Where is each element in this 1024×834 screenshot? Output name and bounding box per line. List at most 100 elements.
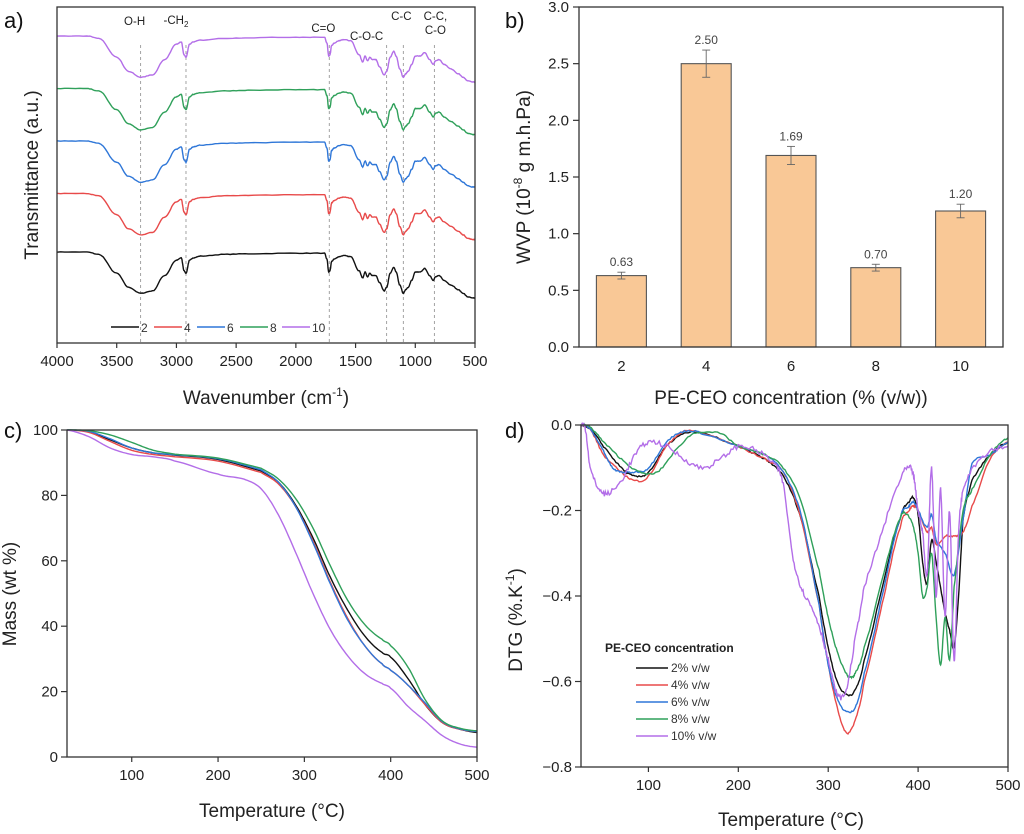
x-axis-title: Wavenumber (cm-1) <box>183 385 349 409</box>
x-tick-label: 400 <box>906 777 931 794</box>
x-tick-label: 500 <box>462 353 487 370</box>
reference-lines: O-H -CH2 C=O C-O-C C-C C-C, C-O <box>124 11 447 343</box>
peak-annotation-line2: C-O <box>425 25 446 37</box>
x-axis-ticks: 100 200 300 400 500 <box>119 757 490 784</box>
ftir-legend: 2 4 6 8 10 <box>111 321 326 335</box>
tga-line-2 <box>66 429 478 734</box>
y-tick-label: 0 <box>50 749 58 766</box>
bar-value-label: 1.20 <box>949 187 973 201</box>
y-tick-label: 0.5 <box>548 282 569 299</box>
peak-annotation: -CH2 <box>164 15 189 29</box>
annotation-text: C-O-C <box>350 31 383 43</box>
tga-line-4 <box>66 429 478 733</box>
x-tick-label: 400 <box>378 767 403 784</box>
tga-line-10 <box>66 429 478 748</box>
plot-frame <box>66 429 478 758</box>
x-axis-title: Temperature (°C) <box>199 801 345 822</box>
y-tick-label: 2.0 <box>548 112 569 129</box>
x-tick-label: 300 <box>816 777 841 794</box>
bar-4 <box>680 63 732 348</box>
plot-frame <box>56 6 476 344</box>
annotation-text: C=O <box>311 23 335 35</box>
legend-label: 2% v/w <box>671 661 710 675</box>
peak-annotation: C=O <box>311 23 335 35</box>
x-tick-label: 4 <box>702 358 710 375</box>
bar-value-label: 0.63 <box>610 255 634 269</box>
annotation-text: -CH <box>164 15 184 27</box>
y-axis-title: Transmittance (a.u.) <box>22 90 43 259</box>
ftir-line-6 <box>56 140 476 189</box>
legend-label: 10 <box>312 321 326 335</box>
x-tick-label: 200 <box>206 767 231 784</box>
y-tick-label: 3.0 <box>548 0 569 16</box>
y-tick-label: −0.4 <box>542 588 572 605</box>
ftir-line-8 <box>56 87 476 136</box>
dtg-series <box>580 421 1009 735</box>
bar-8 <box>850 267 902 348</box>
peak-annotation: C-O-C <box>350 31 383 43</box>
bar-value-label: 2.50 <box>695 33 719 47</box>
annotation-subscript: 2 <box>184 20 189 29</box>
peak-annotation: O-H <box>124 16 145 28</box>
y-tick-label: −0.8 <box>542 759 572 776</box>
panel-c-label: c) <box>4 418 22 443</box>
x-tick-label: 6 <box>787 358 795 375</box>
y-tick-label: −0.6 <box>542 674 572 691</box>
y-tick-label: 100 <box>33 422 58 439</box>
dtg-line-10 <box>580 421 1009 701</box>
panel-d-dtg: d) 0.0 −0.2 −0.4 −0.6 −0.8 100 200 300 400 500 P… <box>503 417 1021 831</box>
annotation-text: C-C <box>391 11 411 23</box>
dtg-line-2 <box>580 423 1009 697</box>
y-tick-label: 40 <box>41 618 58 635</box>
dtg-line-8 <box>580 423 1009 680</box>
panel-d-label: d) <box>505 418 525 443</box>
x-tick-label: 200 <box>726 777 751 794</box>
y-tick-label: 20 <box>41 684 58 701</box>
legend-label: 10% v/w <box>671 729 717 743</box>
bar-6 <box>765 154 817 348</box>
y-axis-ticks: 0.0 0.5 1.0 1.5 2.0 2.5 3.0 <box>548 0 579 356</box>
y-tick-label: 1.5 <box>548 169 569 186</box>
x-tick-label: 300 <box>292 767 317 784</box>
ftir-line-4 <box>56 192 476 241</box>
x-tick-label: 500 <box>464 767 489 784</box>
y-tick-label: 2.5 <box>548 56 569 73</box>
y-tick-label: −0.2 <box>542 503 572 520</box>
y-tick-label: 1.0 <box>548 226 569 243</box>
x-tick-label: 2000 <box>279 353 312 370</box>
x-tick-label: 10 <box>952 358 969 375</box>
x-axis-ticks: 2 4 6 8 10 <box>617 358 969 375</box>
x-axis-ticks: 100 200 300 400 500 <box>636 767 1021 794</box>
y-axis-title: DTG (%.K-1) <box>503 568 527 672</box>
bar-value-label: 1.69 <box>779 129 803 143</box>
y-axis-title: WVP (10-8 g m.h.Pa) <box>511 90 535 264</box>
legend-label: 4% v/w <box>671 678 710 692</box>
x-tick-label: 100 <box>636 777 661 794</box>
x-tick-label: 3500 <box>100 353 133 370</box>
panel-b-label: b) <box>505 8 525 33</box>
x-tick-label: 3000 <box>160 353 193 370</box>
x-tick-label: 4000 <box>40 353 73 370</box>
annotation-text: C-C, <box>424 11 448 23</box>
panel-a-label: a) <box>4 8 24 33</box>
annotation-text: O-H <box>124 16 145 28</box>
legend-label: 4 <box>184 321 191 335</box>
tga-line-8 <box>67 429 478 732</box>
panel-a-ftir: a) O-H -CH2 C=O C-O-C C-C C-C, C-O 2 4 6 8 10 4000… <box>4 6 488 409</box>
x-tick-label: 100 <box>119 767 144 784</box>
ftir-line-10 <box>56 35 476 84</box>
ftir-line-2 <box>56 251 476 299</box>
tga-line-6 <box>67 429 478 733</box>
bar-10 <box>935 210 987 348</box>
y-axis-ticks: 0 20 40 60 80 100 <box>33 422 67 766</box>
x-tick-label: 1000 <box>399 353 432 370</box>
legend-label: 8% v/w <box>671 712 710 726</box>
x-tick-label: 2 <box>617 358 625 375</box>
x-tick-label: 8 <box>872 358 880 375</box>
bar-value-label: 0.70 <box>864 247 888 261</box>
y-tick-label: 0.0 <box>551 417 572 434</box>
x-tick-label: 2500 <box>219 353 252 370</box>
peak-annotation: C-C, <box>424 11 448 23</box>
peak-annotation: C-C <box>391 11 411 23</box>
